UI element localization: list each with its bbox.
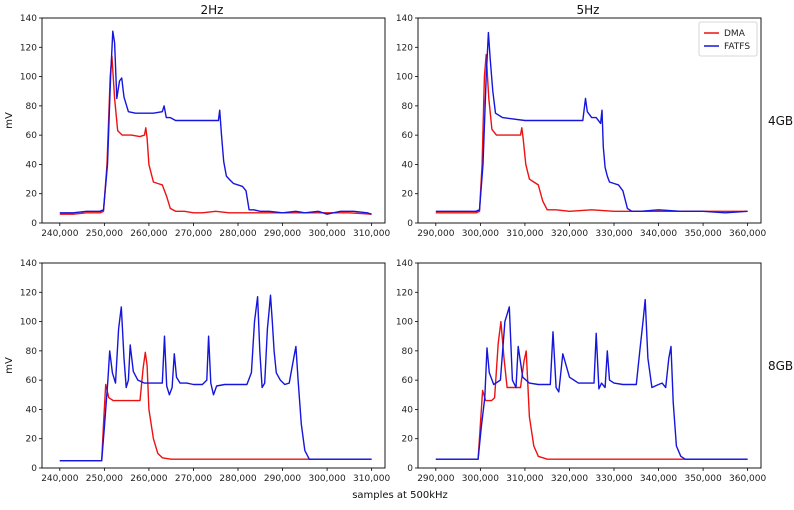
series-line-fatfs bbox=[435, 31, 748, 214]
x-tick-label: 270,000 bbox=[175, 474, 212, 484]
y-tick-label: 140 bbox=[20, 259, 37, 269]
y-tick-label: 80 bbox=[402, 102, 414, 112]
x-tick-label: 300,000 bbox=[462, 229, 499, 239]
x-tick-label: 310,000 bbox=[353, 229, 390, 239]
y-tick-label: 100 bbox=[396, 318, 413, 328]
x-tick-label: 350,000 bbox=[684, 229, 721, 239]
x-tick-label: 290,000 bbox=[264, 474, 301, 484]
y-tick-label: 40 bbox=[402, 160, 414, 170]
y-tick-label: 20 bbox=[26, 435, 38, 445]
x-tick-label: 360,000 bbox=[729, 474, 766, 484]
y-tick-label: 80 bbox=[26, 347, 38, 357]
x-tick-label: 290,000 bbox=[417, 229, 454, 239]
panel-1: 0 20 40 60 80 100 120 140 240,000 250,000 260,000 2… bbox=[4, 14, 391, 239]
x-tick-label: 300,000 bbox=[308, 229, 345, 239]
y-tick-label: 0 bbox=[407, 219, 413, 229]
legend-label-fatfs: FATFS bbox=[724, 42, 750, 52]
y-tick-label: 60 bbox=[402, 376, 414, 386]
x-tick-label: 310,000 bbox=[506, 474, 543, 484]
y-tick-label: 100 bbox=[20, 318, 37, 328]
col-title-5hz: 5Hz bbox=[577, 3, 600, 17]
x-tick-label: 260,000 bbox=[130, 474, 167, 484]
y-tick-label: 140 bbox=[396, 259, 413, 269]
x-tick-label: 330,000 bbox=[595, 229, 632, 239]
y-tick-label: 20 bbox=[402, 435, 414, 445]
y-axis-label: mV bbox=[4, 357, 15, 374]
y-tick-label: 60 bbox=[26, 376, 38, 386]
y-tick-label: 0 bbox=[31, 464, 37, 474]
y-tick-label: 120 bbox=[20, 43, 37, 53]
x-tick-label: 340,000 bbox=[640, 229, 677, 239]
y-tick-label: 40 bbox=[26, 160, 38, 170]
x-tick-label: 250,000 bbox=[86, 474, 123, 484]
x-tick-label: 260,000 bbox=[130, 229, 167, 239]
y-tick-label: 60 bbox=[26, 131, 38, 141]
col-title-2hz: 2Hz bbox=[201, 3, 224, 17]
x-tick-label: 290,000 bbox=[264, 229, 301, 239]
y-tick-label: 120 bbox=[396, 43, 413, 53]
x-axis-label: samples at 500kHz bbox=[352, 490, 448, 501]
x-tick-label: 290,000 bbox=[417, 474, 454, 484]
axes-frame bbox=[41, 17, 386, 224]
series-line-fatfs bbox=[59, 30, 372, 215]
y-axis-label: mV bbox=[4, 112, 15, 129]
series-line-fatfs bbox=[435, 298, 748, 460]
x-tick-label: 250,000 bbox=[86, 229, 123, 239]
y-tick-label: 80 bbox=[26, 102, 38, 112]
panel-4: 0 20 40 60 80 100 120 140 290,000 300,000 310,000 3… bbox=[396, 259, 767, 484]
y-tick-label: 120 bbox=[20, 288, 37, 298]
x-tick-label: 310,000 bbox=[506, 229, 543, 239]
y-tick-label: 140 bbox=[20, 14, 37, 24]
x-tick-label: 300,000 bbox=[462, 474, 499, 484]
y-tick-label: 100 bbox=[396, 73, 413, 83]
x-tick-label: 280,000 bbox=[219, 474, 256, 484]
y-tick-label: 0 bbox=[31, 219, 37, 229]
x-tick-label: 270,000 bbox=[175, 229, 212, 239]
y-tick-label: 20 bbox=[26, 190, 38, 200]
row-label-8gb: 8GB bbox=[768, 359, 793, 373]
y-tick-label: 20 bbox=[402, 190, 414, 200]
x-tick-label: 340,000 bbox=[640, 474, 677, 484]
row-label-4gb: 4GB bbox=[768, 114, 793, 128]
y-tick-label: 140 bbox=[396, 14, 413, 24]
x-tick-label: 240,000 bbox=[41, 229, 78, 239]
y-tick-label: 0 bbox=[407, 464, 413, 474]
y-tick-label: 60 bbox=[402, 131, 414, 141]
y-tick-label: 80 bbox=[402, 347, 414, 357]
series-line-dma bbox=[435, 320, 748, 460]
axes-frame bbox=[41, 262, 386, 469]
series-line-dma bbox=[435, 53, 748, 214]
x-tick-label: 360,000 bbox=[729, 229, 766, 239]
x-tick-label: 310,000 bbox=[353, 474, 390, 484]
x-tick-label: 320,000 bbox=[551, 229, 588, 239]
axes-frame bbox=[417, 262, 762, 469]
series-line-dma bbox=[59, 351, 372, 462]
x-tick-label: 300,000 bbox=[308, 474, 345, 484]
x-tick-label: 320,000 bbox=[551, 474, 588, 484]
y-tick-label: 120 bbox=[396, 288, 413, 298]
panel-2: 0 20 40 60 80 100 120 140 290,000 300,000 310,000 3… bbox=[396, 14, 767, 239]
series-line-fatfs bbox=[59, 294, 372, 462]
series-line-dma bbox=[59, 55, 372, 215]
x-tick-label: 280,000 bbox=[219, 229, 256, 239]
legend-box bbox=[698, 21, 758, 57]
legend: DMA FATFS bbox=[698, 21, 758, 57]
y-tick-label: 100 bbox=[20, 73, 37, 83]
panel-3: 0 20 40 60 80 100 120 140 240,000 250,000 260,000 2… bbox=[4, 259, 391, 484]
x-tick-label: 330,000 bbox=[595, 474, 632, 484]
x-tick-label: 240,000 bbox=[41, 474, 78, 484]
legend-label-dma: DMA bbox=[724, 29, 746, 39]
y-tick-label: 40 bbox=[402, 405, 414, 415]
axes-frame bbox=[417, 17, 762, 224]
y-tick-label: 40 bbox=[26, 405, 38, 415]
x-tick-label: 350,000 bbox=[684, 474, 721, 484]
